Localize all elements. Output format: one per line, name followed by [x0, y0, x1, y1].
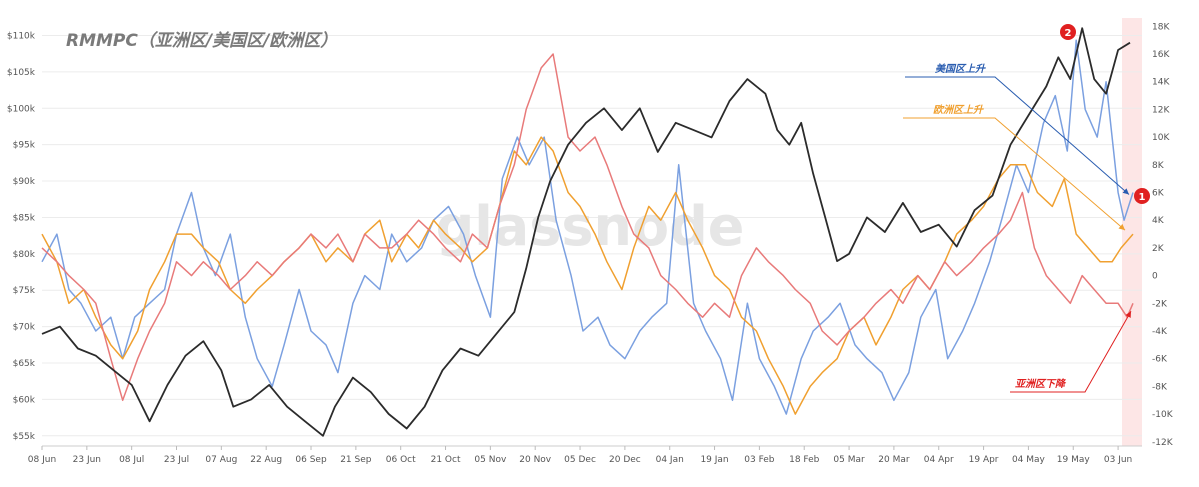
right-tick-label: 2K	[1152, 244, 1165, 254]
series-line-usa	[41, 39, 1134, 415]
arrow-europe	[903, 117, 1126, 231]
right-tick-label: 8K	[1152, 161, 1165, 171]
arrow-asia	[1010, 311, 1132, 393]
x-tick-label: 04 Jan	[656, 455, 684, 465]
left-tick-label: $100k	[7, 104, 36, 114]
x-tick-label: 23 Jul	[164, 455, 189, 465]
right-tick-label: 14K	[1152, 78, 1170, 88]
left-axis: $55k $60k $65k $70k $75k $80k $85k $90k $95k $100…	[7, 31, 36, 441]
x-tick-label: 20 Nov	[519, 455, 552, 465]
annotation-europe: 欧洲区上升	[933, 104, 984, 116]
right-tick-label: -12K	[1152, 438, 1174, 448]
marker-badge-label: 1	[1139, 192, 1146, 203]
highlight-band	[1122, 18, 1142, 446]
right-tick-label: 16K	[1152, 50, 1170, 60]
x-tick-label: 18 Feb	[789, 455, 820, 465]
marker-badge-label: 2	[1065, 28, 1072, 39]
grid	[42, 34, 1142, 437]
x-tick-label: 05 Nov	[474, 455, 507, 465]
x-tick-label: 21 Sep	[340, 455, 372, 465]
left-tick-label: $80k	[13, 250, 36, 260]
series-line-asia	[41, 53, 1134, 402]
x-tick-label: 22 Aug	[250, 455, 282, 465]
x-tick-label: 20 Dec	[609, 455, 641, 465]
annotation-usa: 美国区上升	[935, 63, 986, 75]
x-tick-label: 08 Jul	[119, 455, 144, 465]
right-tick-label: 12K	[1152, 105, 1170, 115]
x-tick-label: 04 Apr	[924, 455, 954, 465]
left-tick-label: $70k	[13, 323, 36, 333]
annotation-asia: 亚洲区下降	[1015, 378, 1067, 390]
right-tick-label: -2K	[1152, 299, 1168, 309]
x-axis: 08 Jun 23 Jun 08 Jul 23 Jul 07 Aug 22 Aug 06 S…	[28, 445, 1142, 465]
x-tick-label: 04 May	[1012, 455, 1046, 465]
left-tick-label: $60k	[13, 395, 36, 405]
x-tick-label: 21 Oct	[431, 455, 461, 465]
arrow-usa	[905, 76, 1130, 195]
x-tick-label: 06 Sep	[295, 455, 327, 465]
left-tick-label: $95k	[13, 141, 36, 151]
left-tick-label: $55k	[13, 432, 36, 442]
right-axis: -12K -10K -8K -6K -4K -2K 0 2K 4K 6K 8K 10K 12K 14K 16…	[1152, 22, 1174, 448]
watermark: glassnode	[436, 195, 745, 258]
x-tick-label: 03 Feb	[744, 455, 775, 465]
x-tick-label: 03 Jun	[1104, 455, 1132, 465]
x-tick-label: 19 May	[1057, 455, 1091, 465]
right-tick-label: -10K	[1152, 410, 1174, 420]
x-tick-label: 23 Jun	[73, 455, 101, 465]
series-line-price	[41, 27, 1131, 437]
right-tick-label: 18K	[1152, 22, 1170, 32]
marker-badge	[1134, 188, 1150, 204]
marker-badge	[1060, 24, 1076, 40]
left-tick-label: $85k	[13, 213, 36, 223]
x-tick-label: 05 Mar	[833, 455, 865, 465]
right-tick-label: -8K	[1152, 382, 1168, 392]
x-tick-label: 07 Aug	[205, 455, 237, 465]
right-tick-label: 6K	[1152, 189, 1165, 199]
right-tick-label: -4K	[1152, 327, 1168, 337]
right-tick-label: 4K	[1152, 216, 1165, 226]
left-tick-label: $65k	[13, 359, 36, 369]
right-tick-label: 10K	[1152, 133, 1170, 143]
x-tick-label: 20 Mar	[878, 455, 910, 465]
left-tick-label: $90k	[13, 177, 36, 187]
x-tick-label: 06 Oct	[386, 455, 416, 465]
chart-title: RMMPC（亚洲区/美国区/欧洲区）	[66, 31, 338, 51]
right-tick-label: -6K	[1152, 355, 1168, 365]
x-tick-label: 08 Jun	[28, 455, 56, 465]
right-tick-label: 0	[1152, 272, 1158, 282]
series-lines	[41, 27, 1134, 437]
left-tick-label: $105k	[7, 68, 36, 78]
left-tick-label: $110k	[7, 31, 36, 41]
x-tick-label: 05 Dec	[564, 455, 596, 465]
x-tick-label: 19 Jan	[700, 455, 728, 465]
series-line-europe	[41, 136, 1134, 415]
left-tick-label: $75k	[13, 286, 36, 296]
x-tick-label: 19 Apr	[969, 455, 999, 465]
